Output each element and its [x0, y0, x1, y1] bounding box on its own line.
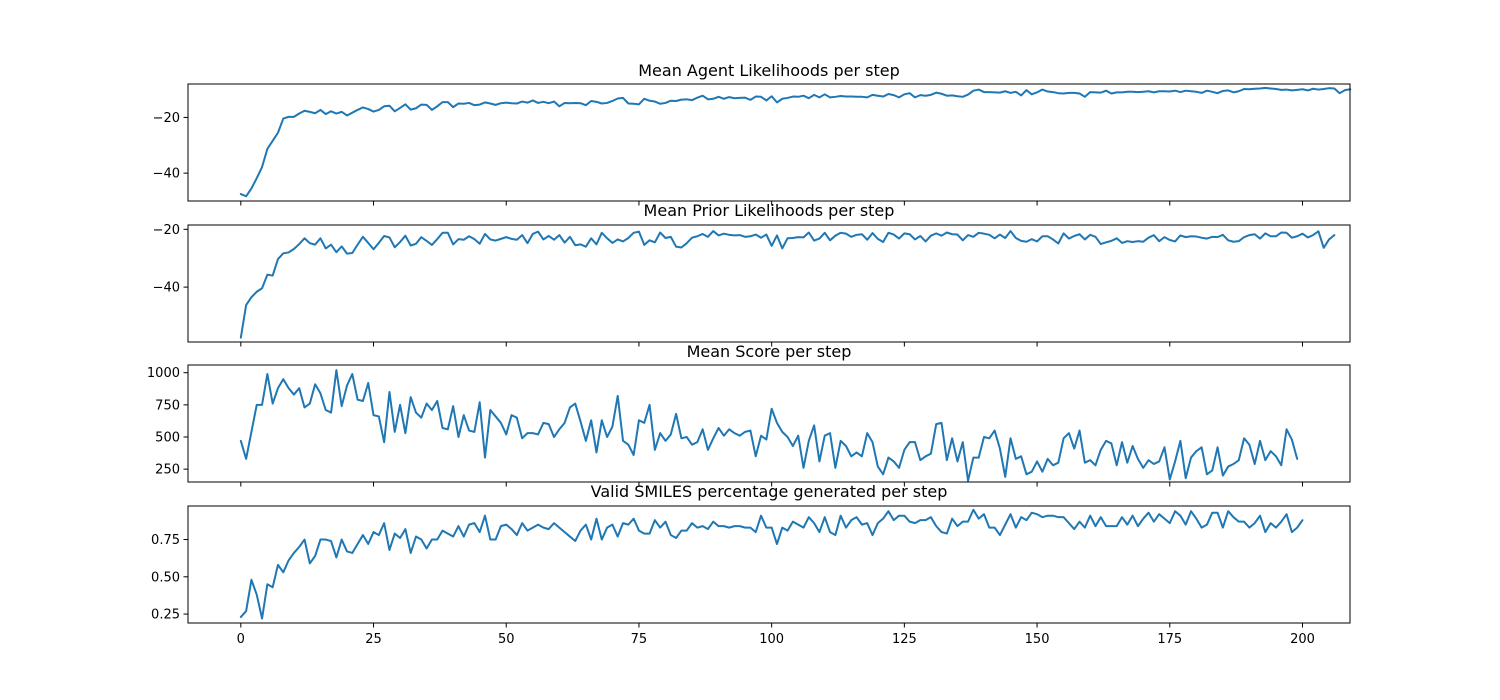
y-tick-label: 0.25 [151, 608, 180, 623]
y-tick-label: −40 [153, 167, 180, 182]
y-tick-label: 0.50 [151, 570, 180, 585]
y-tick-label: −20 [153, 223, 180, 238]
x-tick-label: 100 [759, 632, 784, 647]
x-tick-label: 175 [1157, 632, 1182, 647]
x-tick-label: 125 [892, 632, 917, 647]
x-tick-label: 0 [237, 632, 245, 647]
y-tick-label: 0.75 [151, 533, 180, 548]
x-tick-label: 150 [1025, 632, 1050, 647]
x-tick-label: 50 [498, 632, 515, 647]
subplot-title: Valid SMILES percentage generated per st… [591, 482, 948, 501]
y-tick-label: −20 [153, 111, 180, 126]
y-tick-label: 500 [155, 431, 180, 446]
x-tick-label: 25 [365, 632, 382, 647]
y-tick-label: −40 [153, 281, 180, 296]
subplot-title: Mean Prior Likelihoods per step [644, 201, 895, 220]
y-tick-label: 1000 [147, 366, 180, 381]
x-tick-label: 200 [1290, 632, 1315, 647]
y-tick-label: 250 [155, 463, 180, 478]
subplot-title: Mean Agent Likelihoods per step [638, 61, 899, 80]
x-tick-label: 75 [631, 632, 648, 647]
y-tick-label: 750 [155, 398, 180, 413]
subplot-title: Mean Score per step [687, 342, 852, 361]
